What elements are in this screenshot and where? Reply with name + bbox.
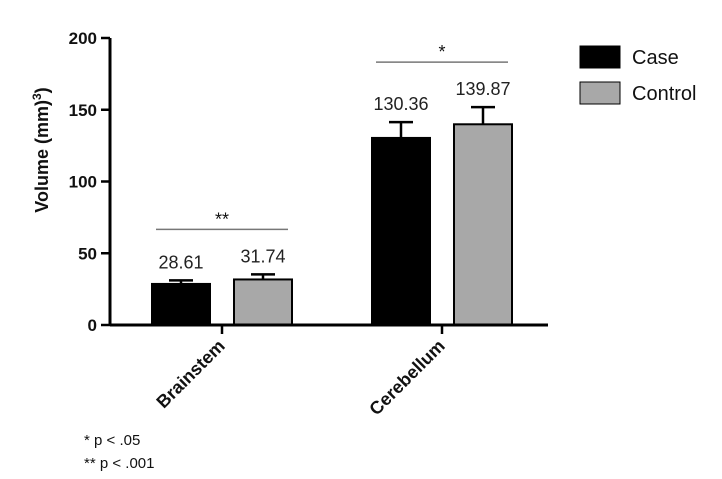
y-tick-label: 0 (88, 316, 97, 335)
bar-control-cerebellum (453, 123, 513, 327)
data-label: 28.61 (158, 252, 203, 272)
data-label: 31.74 (240, 246, 285, 266)
data-label: 139.87 (455, 79, 510, 99)
x-axis: Brainstem Cerebellum (110, 323, 548, 419)
data-label: 130.36 (373, 94, 428, 114)
footnote-p05: * p < .05 (84, 432, 141, 449)
significance-label: * (438, 42, 445, 62)
significance-label: ** (215, 209, 229, 229)
legend-label-case: Case (632, 47, 679, 69)
legend-label-control: Control (632, 83, 696, 105)
significance-group: *** (156, 42, 508, 231)
footnote-p001: ** p < .001 (84, 455, 155, 472)
y-axis-label: Volume (mm)3) (30, 87, 52, 212)
y-tick-label: 50 (78, 244, 97, 263)
bar-control-brainstem (233, 278, 293, 326)
x-tick-label: Brainstem (152, 336, 228, 412)
x-tick-label: Cerebellum (365, 336, 448, 419)
y-tick-label: 100 (69, 173, 97, 192)
y-tick-label: 200 (69, 29, 97, 48)
bar-case-brainstem (151, 282, 211, 326)
legend-swatch-control (579, 81, 621, 105)
y-axis: 0 50 100 150 200 (69, 29, 112, 335)
y-tick-label: 150 (69, 101, 97, 120)
legend: Case Control (579, 45, 696, 105)
legend-swatch-case (579, 45, 621, 69)
bars-group: 28.61 130.36 31.74 139.87 (151, 79, 513, 327)
bar-case-cerebellum (371, 136, 431, 326)
